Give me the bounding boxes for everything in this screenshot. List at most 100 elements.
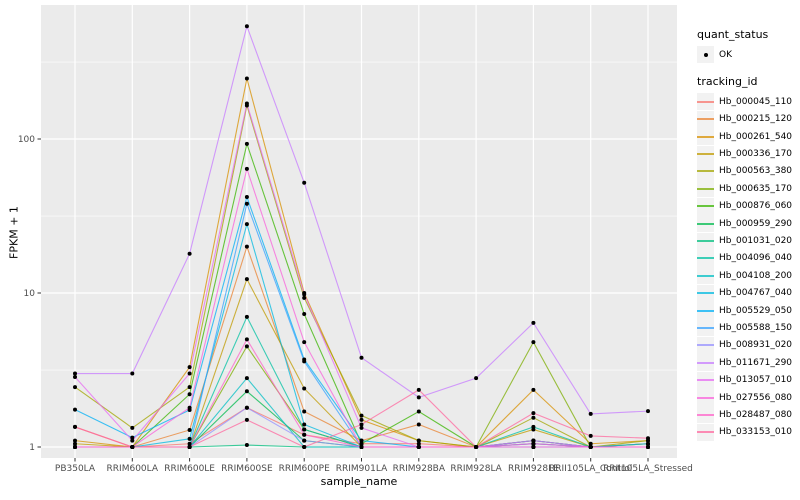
series-color-key (697, 389, 714, 407)
legend-item-ok: OK (697, 46, 797, 63)
line-swatch-icon (697, 257, 714, 260)
data-point (416, 387, 421, 392)
x-tick-label: RRIM901LA (336, 464, 388, 474)
legend-item-Hb_013057_010: Hb_013057_010 (697, 371, 797, 389)
series-color-key (697, 302, 714, 320)
x-tick-label: RRIM600PE (279, 464, 331, 474)
x-tick-label: RRIM928BA (393, 464, 446, 474)
legend-item-label: Hb_027556_080 (719, 392, 793, 403)
legend-item-Hb_004108_200: Hb_004108_200 (697, 267, 797, 285)
data-point (187, 405, 192, 410)
x-tick-label: RRII105LA_Stressed (603, 464, 693, 474)
data-point (130, 371, 135, 376)
data-point (416, 409, 421, 414)
data-point (244, 314, 249, 319)
legend-item-Hb_000261_540: Hb_000261_540 (697, 128, 797, 146)
data-point (244, 201, 249, 206)
series-color-key (697, 423, 714, 441)
line-swatch-icon (697, 187, 714, 190)
legend-item-label: OK (719, 49, 732, 60)
ok-point-key (697, 46, 714, 63)
x-tick-label: RRIM600LE (164, 464, 215, 474)
line-swatch-icon (697, 396, 714, 399)
data-point (302, 438, 307, 443)
data-point (244, 277, 249, 282)
data-point (531, 340, 536, 345)
data-point (244, 376, 249, 381)
legend-title-quant-status: quant_status (697, 28, 769, 41)
data-point (416, 441, 421, 446)
data-point (244, 344, 249, 349)
plot-panel (41, 5, 677, 458)
legend-item-label: Hb_000563_380 (719, 166, 793, 177)
data-point (302, 422, 307, 427)
data-point (359, 413, 364, 418)
data-point (531, 441, 536, 446)
line-swatch-icon (697, 413, 714, 416)
legend-item-label: Hb_004767_040 (719, 288, 793, 299)
data-point (531, 415, 536, 420)
legend-item-label: Hb_000959_290 (719, 218, 793, 229)
data-point (302, 180, 307, 185)
legend-item-Hb_027556_080: Hb_027556_080 (697, 389, 797, 407)
data-point (244, 24, 249, 29)
data-point (73, 385, 77, 390)
data-point (244, 101, 249, 106)
line-swatch-icon (697, 379, 714, 382)
legend-item-label: Hb_000261_540 (719, 131, 793, 142)
data-point (73, 441, 77, 446)
data-point (588, 411, 593, 416)
legend-item-Hb_005529_050: Hb_005529_050 (697, 302, 797, 320)
data-point (187, 392, 192, 397)
legend-item-label: Hb_000215_120 (719, 114, 793, 125)
y-tick-label: 100 (18, 135, 35, 145)
legend-item-Hb_000045_110: Hb_000045_110 (697, 93, 797, 111)
data-point (531, 411, 536, 416)
legend-item-label: Hb_013057_010 (719, 375, 793, 386)
data-point (359, 355, 364, 360)
legend-item-label: Hb_000635_170 (719, 183, 793, 194)
data-point (646, 445, 650, 449)
data-point (359, 445, 364, 449)
legend-item-Hb_000336_170: Hb_000336_170 (697, 145, 797, 163)
data-point (73, 424, 77, 429)
series-color-key (697, 319, 714, 337)
x-tick-label: RRIM600SE (221, 464, 273, 474)
line-swatch-icon (697, 361, 714, 364)
line-swatch-icon (697, 431, 714, 434)
data-point (73, 371, 77, 376)
data-point (302, 445, 307, 449)
data-point (531, 445, 536, 449)
series-color-key (697, 336, 714, 354)
line-swatch-icon (697, 344, 714, 347)
series-color-key (697, 145, 714, 163)
legend: quant_status OK tracking_id Hb_000045_11… (697, 28, 797, 441)
legend-item-Hb_033153_010: Hb_033153_010 (697, 423, 797, 441)
data-point (302, 386, 307, 391)
legend-item-Hb_000876_060: Hb_000876_060 (697, 197, 797, 215)
data-point (302, 292, 307, 297)
data-point (302, 409, 307, 414)
series-color-key (697, 197, 714, 215)
legend-item-Hb_028487_080: Hb_028487_080 (697, 406, 797, 424)
y-tick-label: 1 (29, 443, 35, 453)
line-swatch-icon (697, 118, 714, 121)
legend-title-tracking-id: tracking_id (697, 75, 758, 89)
legend-item-Hb_000563_380: Hb_000563_380 (697, 162, 797, 180)
data-point (531, 424, 536, 429)
line-swatch-icon (697, 240, 714, 243)
series-color-key (697, 110, 714, 128)
data-point (187, 365, 192, 370)
line-swatch-icon (697, 326, 714, 329)
data-point (187, 251, 192, 256)
series-color-key (697, 249, 714, 267)
data-point (302, 427, 307, 432)
legend-item-label: Hb_005588_150 (719, 322, 793, 333)
data-point (416, 438, 421, 443)
data-point (646, 436, 650, 441)
data-point (244, 195, 249, 200)
y-axis-title: FPKM + 1 (7, 206, 21, 259)
data-point (416, 395, 421, 400)
legend-item-label: Hb_033153_010 (719, 427, 793, 438)
data-point (187, 427, 192, 432)
